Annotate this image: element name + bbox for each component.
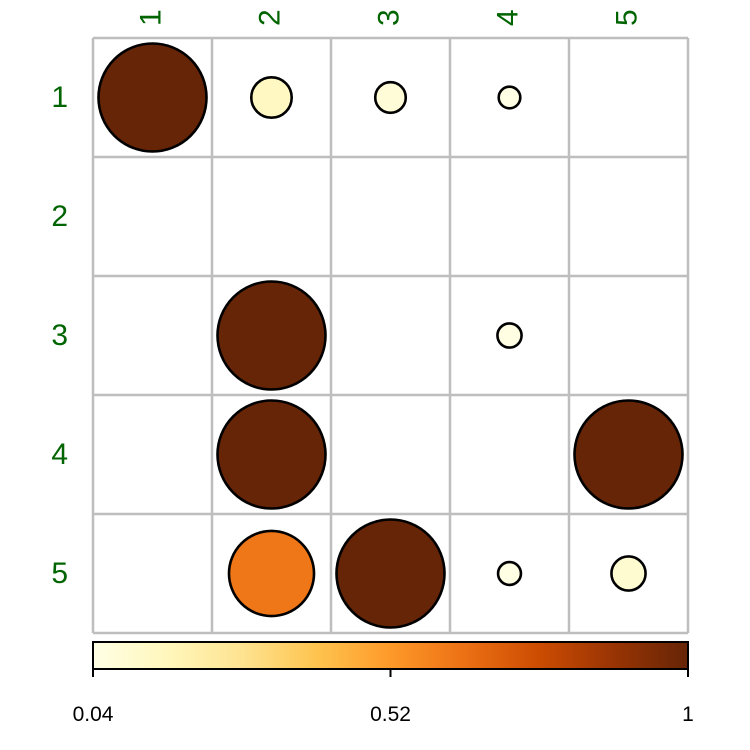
column-label: 1	[134, 9, 167, 26]
bubble-r4-c2	[216, 399, 327, 510]
grid	[91, 36, 690, 635]
row-label: 1	[51, 81, 68, 114]
column-label: 4	[491, 9, 524, 26]
colorbar-tick-label: 0.04	[73, 703, 114, 726]
row-labels: 1 2 3 4 5	[51, 81, 68, 590]
colorbar: 0.04 0.52 1	[73, 641, 694, 726]
bubble-r1-c3	[373, 80, 408, 115]
bubble-r5-c2	[227, 529, 316, 618]
bubble-r1-c1	[97, 42, 208, 153]
row-label: 2	[51, 200, 68, 233]
colorbar-tick-label: 0.52	[370, 703, 411, 726]
bubble-r1-c4	[497, 85, 522, 110]
bubble-r5-c3	[335, 518, 446, 629]
row-label: 4	[51, 438, 68, 471]
column-label: 3	[372, 9, 405, 26]
colorbar-ticks: 0.04 0.52 1	[73, 669, 694, 726]
bubble-r4-c5	[573, 399, 684, 510]
row-label: 5	[51, 557, 68, 590]
bubble-r3-c2	[216, 280, 327, 391]
colorbar-gradient	[92, 641, 689, 670]
column-label: 2	[253, 9, 286, 26]
bubbles	[97, 42, 684, 629]
row-label: 3	[51, 319, 68, 352]
bubble-r5-c4	[496, 560, 523, 587]
bubble-r3-c4	[496, 322, 523, 349]
colorbar-tick-label: 1	[682, 703, 694, 726]
bubble-r5-c5	[610, 555, 647, 592]
bubble-r1-c2	[249, 75, 294, 120]
column-labels: 1 2 3 4 5	[134, 9, 643, 26]
column-label: 5	[610, 9, 643, 26]
